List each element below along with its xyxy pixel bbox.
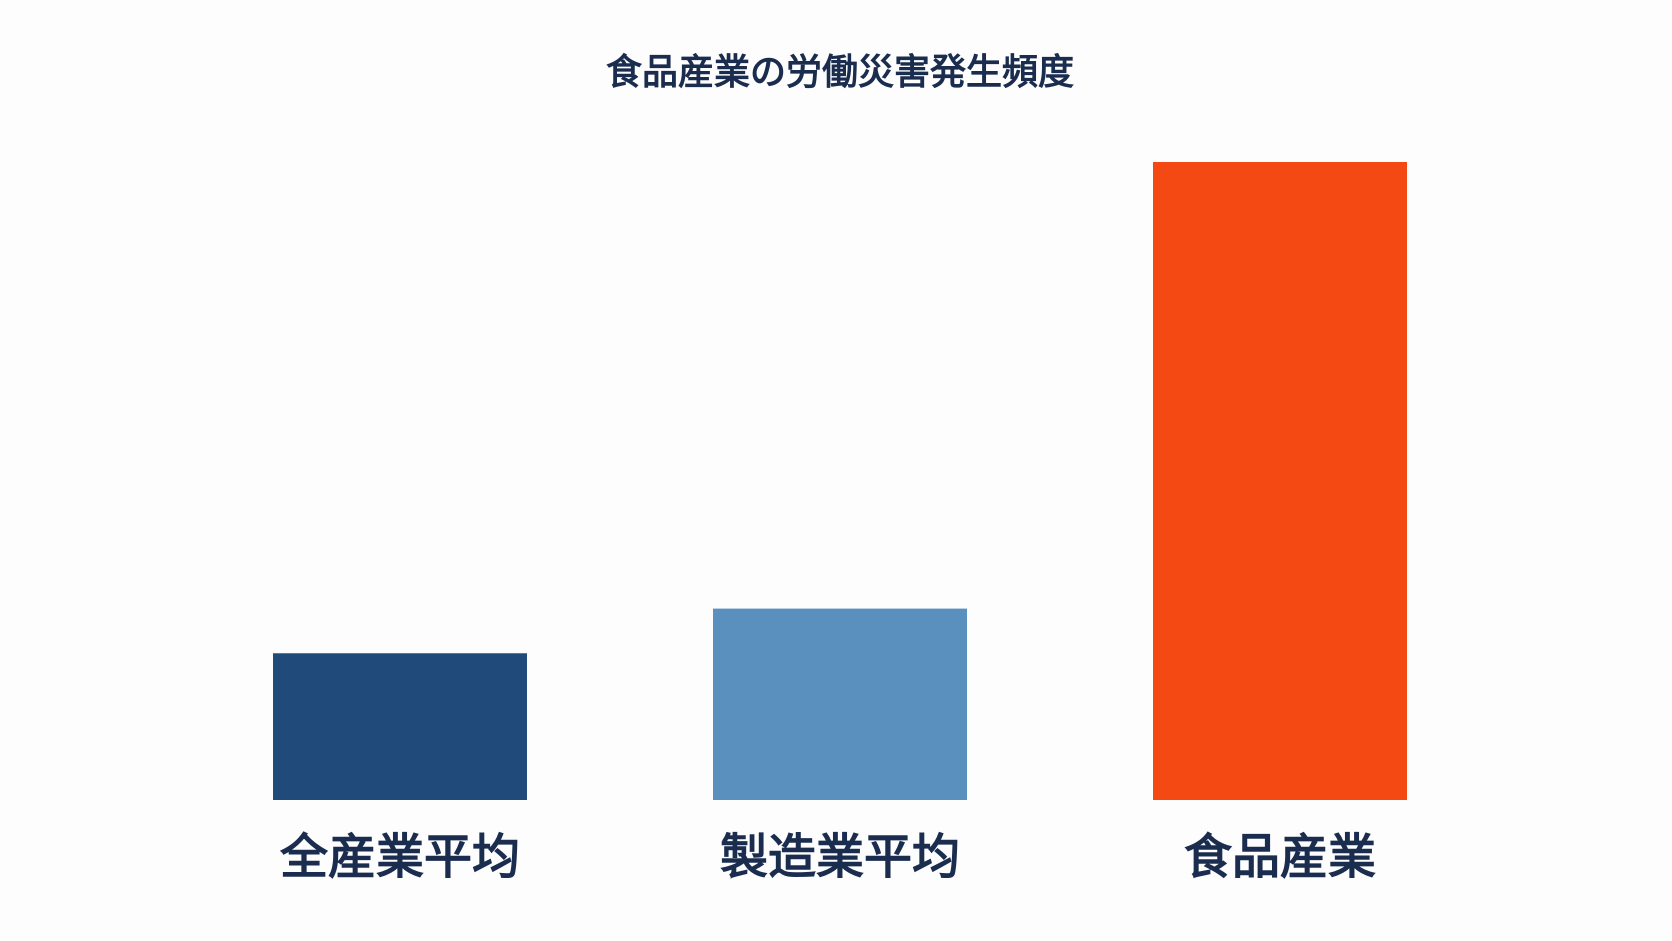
x-tick-label: 食品産業: [1184, 829, 1376, 885]
bar: [273, 653, 527, 800]
bar: [1153, 162, 1407, 800]
bar: [713, 608, 967, 800]
x-tick-label: 製造業平均: [720, 829, 960, 885]
x-tick-label: 全産業平均: [279, 829, 520, 885]
chart-title: 食品産業の労働災害発生頻度: [606, 52, 1074, 93]
